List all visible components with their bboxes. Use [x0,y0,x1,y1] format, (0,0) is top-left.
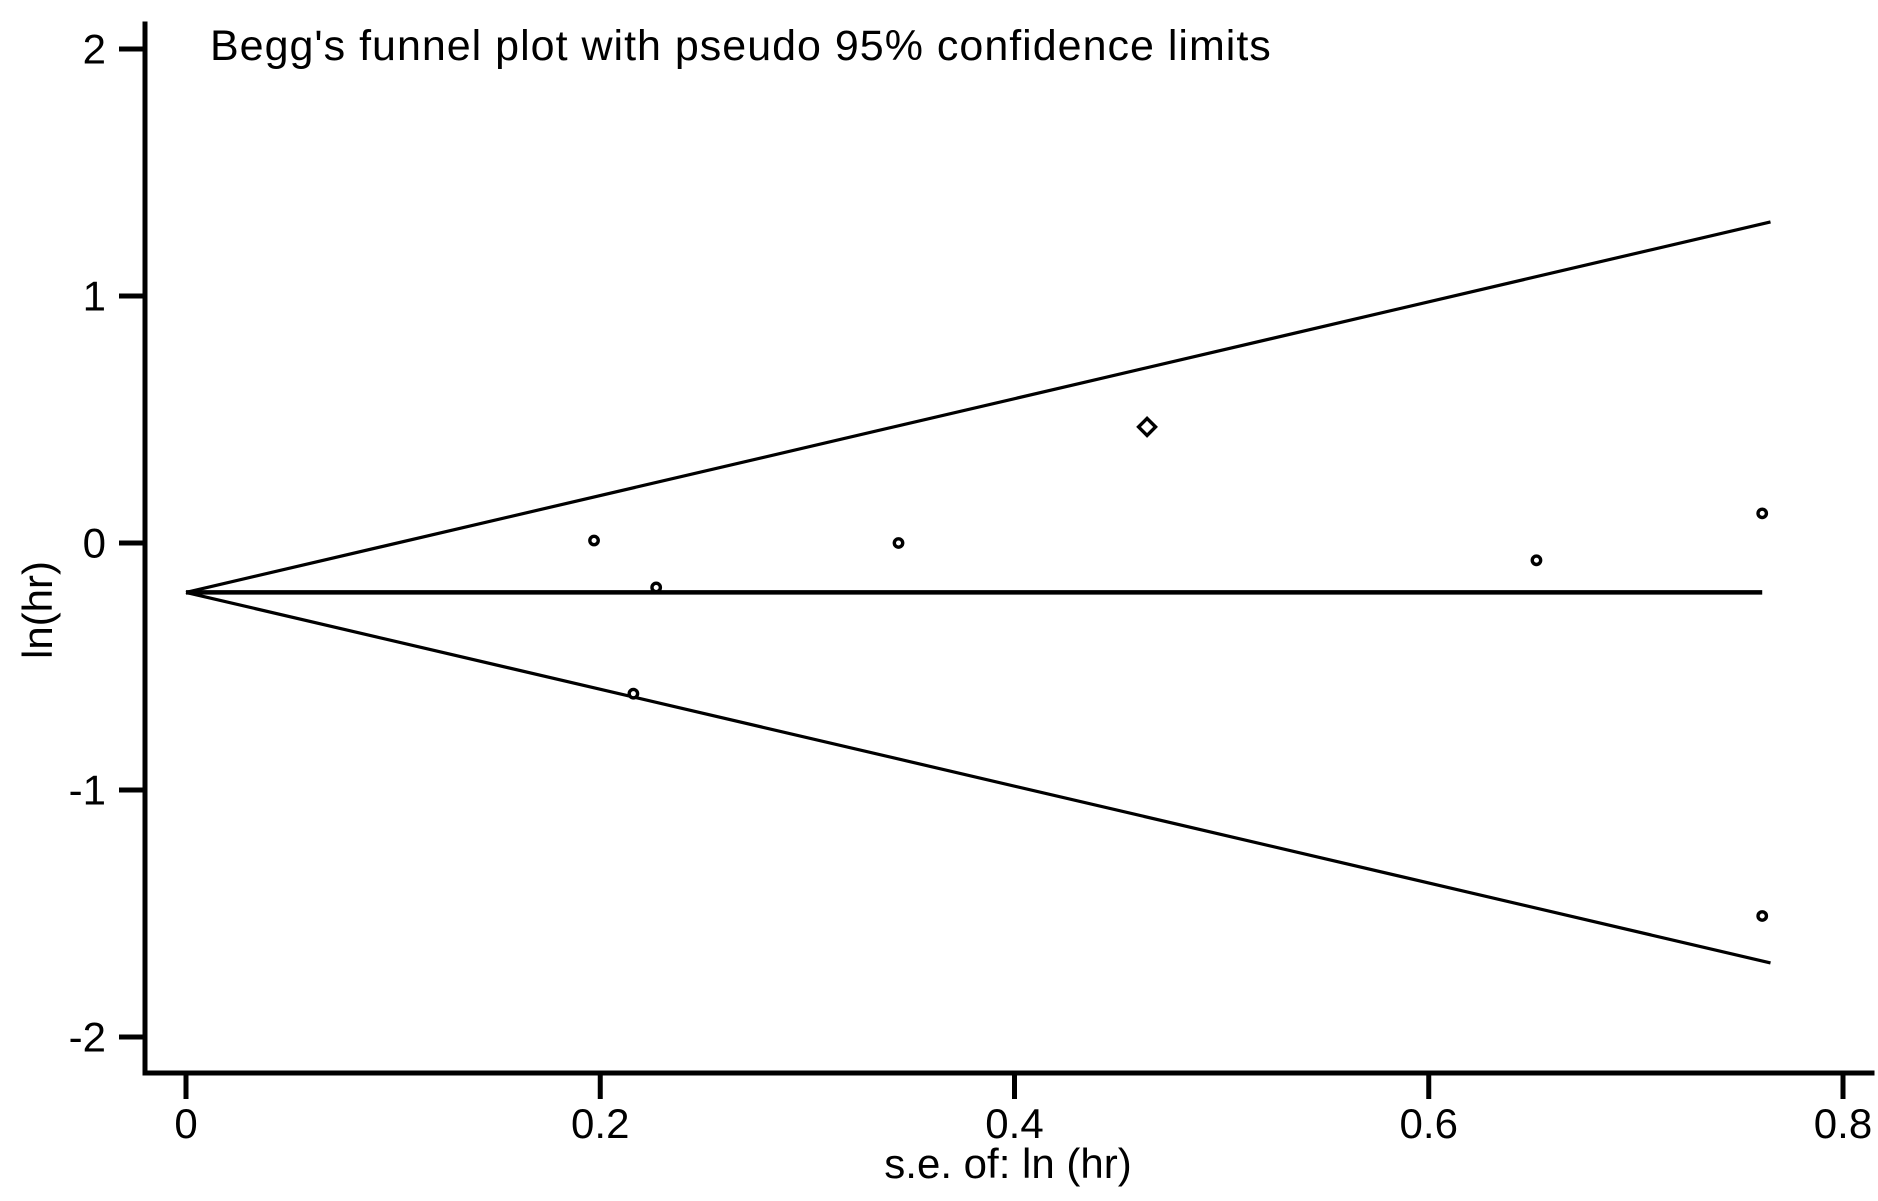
axes: 2 1 0 -1 -2 0 0.2 0.4 0.6 0.8 [69,21,1875,1147]
y-tick-label: -1 [69,767,106,814]
x-axis-label: s.e. of: ln (hr) [884,1140,1131,1187]
study-point-circle [1756,507,1769,520]
ci-lines [185,220,1771,965]
y-tick-label: 0 [83,520,106,567]
y-tick-label: -2 [69,1014,106,1061]
y-axis-label: ln(hr) [14,561,61,659]
y-ticks: 2 1 0 -1 -2 [69,26,145,1061]
x-tick-label: 0.4 [985,1100,1043,1147]
x-tick-label: 0 [174,1100,197,1147]
study-point-diamond [1136,416,1158,438]
x-tick-label: 0.8 [1814,1100,1872,1147]
study-point-circle [627,687,640,700]
x-tick-label: 0.6 [1400,1100,1458,1147]
y-tick-label: 2 [83,26,106,73]
study-point-circle [650,581,663,594]
study-point-circle [1756,910,1769,922]
study-point-circle [892,537,905,549]
plot-title: Begg's funnel plot with pseudo 95% confi… [210,22,1272,70]
y-tick-label: 1 [83,273,106,320]
upper-ci-line [185,220,1771,594]
study-point-circle [1530,554,1543,567]
lower-ci-line [185,590,1771,965]
x-ticks: 0 0.2 0.4 0.6 0.8 [174,1073,1872,1147]
data-points [588,416,1769,922]
x-tick-label: 0.2 [571,1100,629,1147]
study-point-circle [588,534,600,547]
